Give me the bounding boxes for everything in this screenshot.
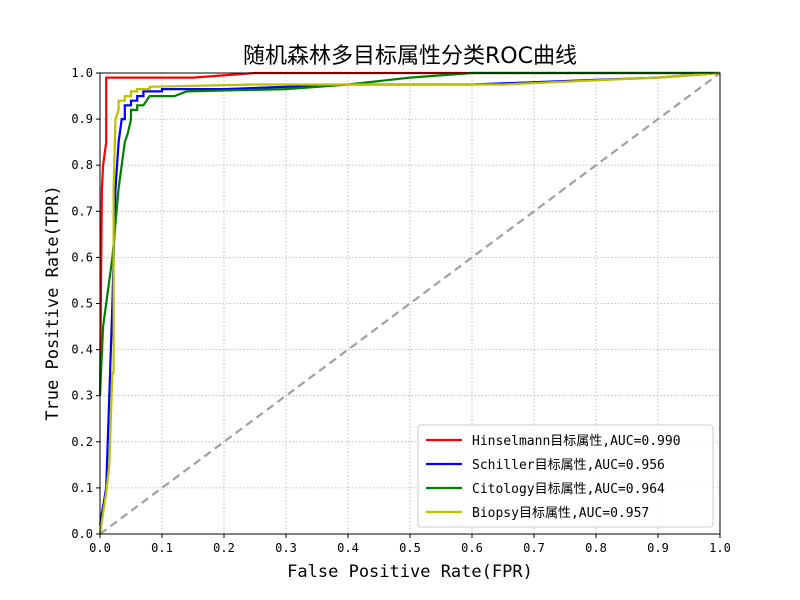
y-tick-label: 0.2 <box>71 435 93 449</box>
x-tick-label: 0.4 <box>337 541 359 555</box>
x-axis-title: False Positive Rate(FPR) <box>287 562 533 582</box>
y-tick-label: 0.8 <box>71 158 93 172</box>
y-axis-title: True Positive Rate(TPR) <box>43 185 63 420</box>
legend-label: Biopsy目标属性,AUC=0.957 <box>472 506 649 521</box>
legend-box <box>417 424 714 528</box>
legend-label: Hinselmann目标属性,AUC=0.990 <box>472 434 681 449</box>
legend-label: Schiller目标属性,AUC=0.956 <box>472 458 665 473</box>
x-tick-label: 0.1 <box>151 541 173 555</box>
x-tick-label: 0.5 <box>399 541 421 555</box>
y-tick-label: 0.3 <box>71 389 93 403</box>
y-tick-label: 0.7 <box>71 204 93 218</box>
reference-diagonal-line <box>99 72 721 535</box>
y-tick-label: 0.0 <box>71 527 93 541</box>
y-tick-label: 0.5 <box>71 297 93 311</box>
x-tick-label: 0.9 <box>647 541 669 555</box>
y-tick-label: 0.1 <box>71 481 93 495</box>
x-axis-ticks: 0.0 0.1 0.2 0.3 0.4 0.5 0.6 0.7 0.8 0.9 1.0 <box>89 534 731 555</box>
y-tick-label: 0.9 <box>71 112 93 126</box>
y-tick-label: 0.4 <box>71 343 93 357</box>
x-tick-label: 0.3 <box>275 541 297 555</box>
x-tick-label: 0.6 <box>461 541 483 555</box>
x-tick-label: 1.0 <box>709 541 731 555</box>
x-tick-label: 0.7 <box>523 541 545 555</box>
y-axis-ticks: 0.0 0.1 0.2 0.3 0.4 0.5 0.6 0.7 0.8 0.9 1.0 <box>71 66 100 541</box>
reference-diagonal <box>99 72 721 535</box>
roc-line-series-1 <box>98 71 720 396</box>
x-tick-label: 0.8 <box>585 541 607 555</box>
x-tick-label: 0.2 <box>213 541 235 555</box>
legend: Hinselmann目标属性,AUC=0.990 Schiller目标属性,AUC… <box>417 424 714 528</box>
y-tick-label: 1.0 <box>71 66 93 80</box>
roc-line-series-4 <box>98 71 721 535</box>
chart-title: 随机森林多目标属性分类ROC曲线 <box>243 44 577 69</box>
roc-series-lines <box>98 71 721 535</box>
y-tick-label: 0.6 <box>71 250 93 264</box>
legend-label: Citology目标属性,AUC=0.964 <box>472 482 665 497</box>
x-tick-label: 0.0 <box>89 541 111 555</box>
